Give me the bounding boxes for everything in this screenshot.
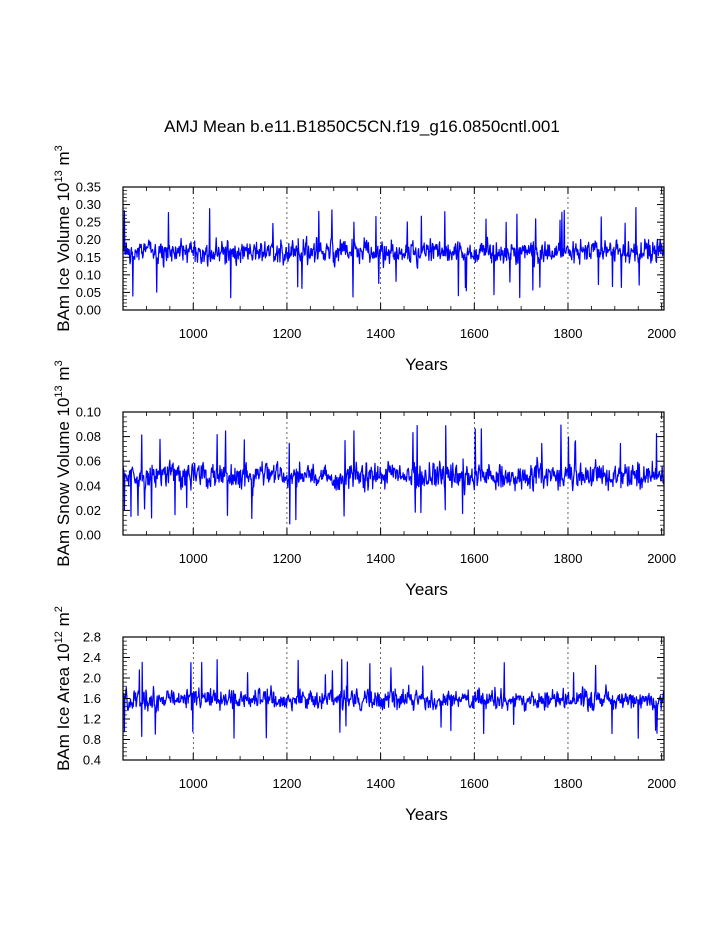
x-tick-label: 1400	[366, 551, 395, 566]
y-tick-label: 1.2	[83, 712, 101, 727]
x-tick-label: 1800	[554, 776, 583, 791]
y-tick-label: 1.6	[83, 691, 101, 706]
y-tick-label: 2.8	[83, 630, 101, 645]
x-tick-label: 1600	[460, 776, 489, 791]
y-tick-label: 0.08	[76, 429, 101, 444]
y-axis-title-unit-exponent: 2	[53, 606, 65, 612]
x-tick-label: 1800	[554, 551, 583, 566]
y-tick-label: 0.30	[76, 197, 101, 212]
y-tick-label: 0.00	[76, 303, 101, 318]
y-tick-label: 0.10	[76, 267, 101, 282]
y-axis-title: BAm Ice Area 1012 m2	[53, 606, 73, 771]
panels: 1000 1200 1400 1600 1800 2000 0.00 0.05 0.10 0.15…	[53, 145, 676, 824]
series-line-snow_volume	[122, 424, 665, 525]
y-tick-label: 2.4	[83, 650, 101, 665]
y-axis-title-base: BAm Snow Volume 10	[54, 398, 73, 567]
y-tick-label: 0.00	[76, 528, 101, 543]
x-axis-title: Years	[405, 805, 448, 824]
y-axis-title-unit-exponent: 3	[53, 360, 65, 366]
series-line-ice_volume	[122, 207, 665, 299]
y-tick-label: 0.20	[76, 232, 101, 247]
x-tick-label: 1000	[179, 776, 208, 791]
plot-frame	[122, 186, 665, 311]
y-tick-label: 0.02	[76, 503, 101, 518]
plot-frame	[122, 411, 665, 536]
y-axis-title-unit-exponent: 3	[53, 145, 65, 151]
y-axis-title-base: BAm Ice Area 10	[54, 643, 73, 771]
y-axis-title-base: BAm Ice Volume 10	[54, 182, 73, 331]
y-tick-label: 0.25	[76, 215, 101, 230]
y-tick-label: 0.10	[76, 405, 101, 420]
chart-title: AMJ Mean b.e11.B1850C5CN.f19_g16.0850cnt…	[164, 117, 560, 136]
x-tick-label: 2000	[647, 551, 676, 566]
y-tick-label: 0.05	[76, 285, 101, 300]
x-tick-label: 1000	[179, 326, 208, 341]
y-axis-title-unit: m	[54, 366, 73, 385]
x-tick-label: 1400	[366, 776, 395, 791]
x-tick-label: 1400	[366, 326, 395, 341]
panel-2: 1000 1200 1400 1600 1800 2000 0.00 0.02 0.04 0.06…	[53, 360, 676, 599]
y-tick-label: 0.15	[76, 250, 101, 265]
x-tick-label: 1800	[554, 326, 583, 341]
y-axis-title-unit: m	[54, 151, 73, 170]
x-tick-label: 1000	[179, 551, 208, 566]
y-tick-label: 0.4	[83, 753, 101, 768]
y-axis-title: BAm Ice Volume 1013 m3	[53, 145, 73, 332]
y-axis-title: BAm Snow Volume 1013 m3	[53, 360, 73, 566]
y-tick-label: 0.35	[76, 180, 101, 195]
x-tick-label: 2000	[647, 326, 676, 341]
x-tick-label: 1200	[272, 326, 301, 341]
x-tick-label: 1600	[460, 326, 489, 341]
y-axis-title-exponent: 13	[53, 385, 65, 397]
x-tick-label: 1200	[272, 551, 301, 566]
y-tick-label: 0.04	[76, 478, 101, 493]
x-axis-title: Years	[405, 355, 448, 374]
panel-3: 1000 1200 1400 1600 1800 2000 0.4 0.8 1.2 1.6 2.0 2…	[53, 606, 676, 824]
y-axis-title-exponent: 12	[53, 631, 65, 643]
x-tick-label: 1600	[460, 551, 489, 566]
y-tick-label: 0.06	[76, 454, 101, 469]
x-tick-label: 1200	[272, 776, 301, 791]
series-line-ice_area	[122, 658, 665, 739]
panel-1: 1000 1200 1400 1600 1800 2000 0.00 0.05 0.10 0.15…	[53, 145, 676, 374]
x-axis-title: Years	[405, 580, 448, 599]
y-tick-label: 2.0	[83, 671, 101, 686]
y-axis-title-unit: m	[54, 612, 73, 631]
x-tick-label: 2000	[647, 776, 676, 791]
y-axis-title-exponent: 13	[53, 170, 65, 182]
y-tick-label: 0.8	[83, 732, 101, 747]
